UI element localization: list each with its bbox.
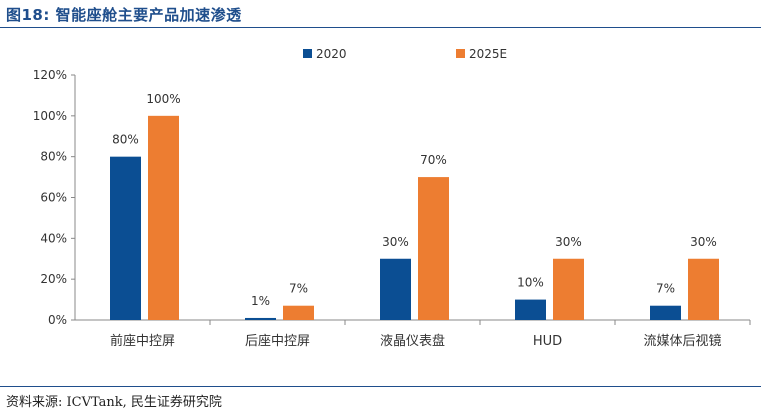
bar-2025e — [148, 115, 179, 320]
data-label: 80% — [112, 133, 139, 147]
x-tick-label: 后座中控屏 — [245, 334, 310, 349]
data-label: 30% — [690, 235, 717, 249]
y-tick-label: 20% — [40, 272, 67, 286]
y-tick-label: 0% — [48, 313, 67, 327]
data-label: 1% — [251, 294, 270, 308]
x-tick-label: HUD — [533, 334, 562, 349]
data-label: 10% — [517, 276, 544, 290]
legend-swatch-2025e — [456, 49, 465, 58]
bar-2025e — [283, 305, 314, 320]
x-tick-label: 液晶仪表盘 — [380, 333, 445, 349]
y-tick-label: 40% — [40, 231, 67, 245]
bar-2020 — [110, 156, 141, 320]
bar-2020 — [515, 299, 546, 320]
x-tick-label: 前座中控屏 — [110, 333, 175, 349]
data-label: 7% — [656, 282, 675, 296]
legend-label: 2020 — [316, 47, 347, 61]
bar-2025e — [418, 177, 449, 320]
x-tick-label: 流媒体后视镜 — [643, 334, 721, 349]
data-label: 100% — [146, 92, 180, 106]
figure-title: 图18: 智能座舱主要产品加速渗透 — [6, 6, 242, 24]
data-label: 30% — [382, 235, 409, 249]
y-tick-label: 80% — [40, 150, 67, 164]
bar-2025e — [553, 258, 584, 320]
data-label: 7% — [289, 282, 308, 296]
data-label: 30% — [555, 235, 582, 249]
data-label: 70% — [420, 153, 447, 167]
bar-2020 — [380, 258, 411, 320]
footer-divider — [0, 386, 761, 387]
source-note: 资料来源: ICVTank, 民生证券研究院 — [6, 395, 222, 410]
bar-chart: 0% 20% 40% 60% 80% 100% 120% 前座中控屏 80% 100% 后座中控屏 1… — [33, 47, 751, 349]
bar-2020 — [650, 305, 681, 320]
y-tick-label: 60% — [40, 191, 67, 205]
legend-swatch-2020 — [303, 49, 312, 58]
legend-label: 2025E — [469, 47, 507, 61]
title-divider — [0, 27, 761, 28]
y-tick-label: 120% — [33, 68, 67, 82]
bar-2020 — [245, 317, 276, 320]
y-tick-label: 100% — [33, 109, 67, 123]
bar-2025e — [688, 258, 719, 320]
